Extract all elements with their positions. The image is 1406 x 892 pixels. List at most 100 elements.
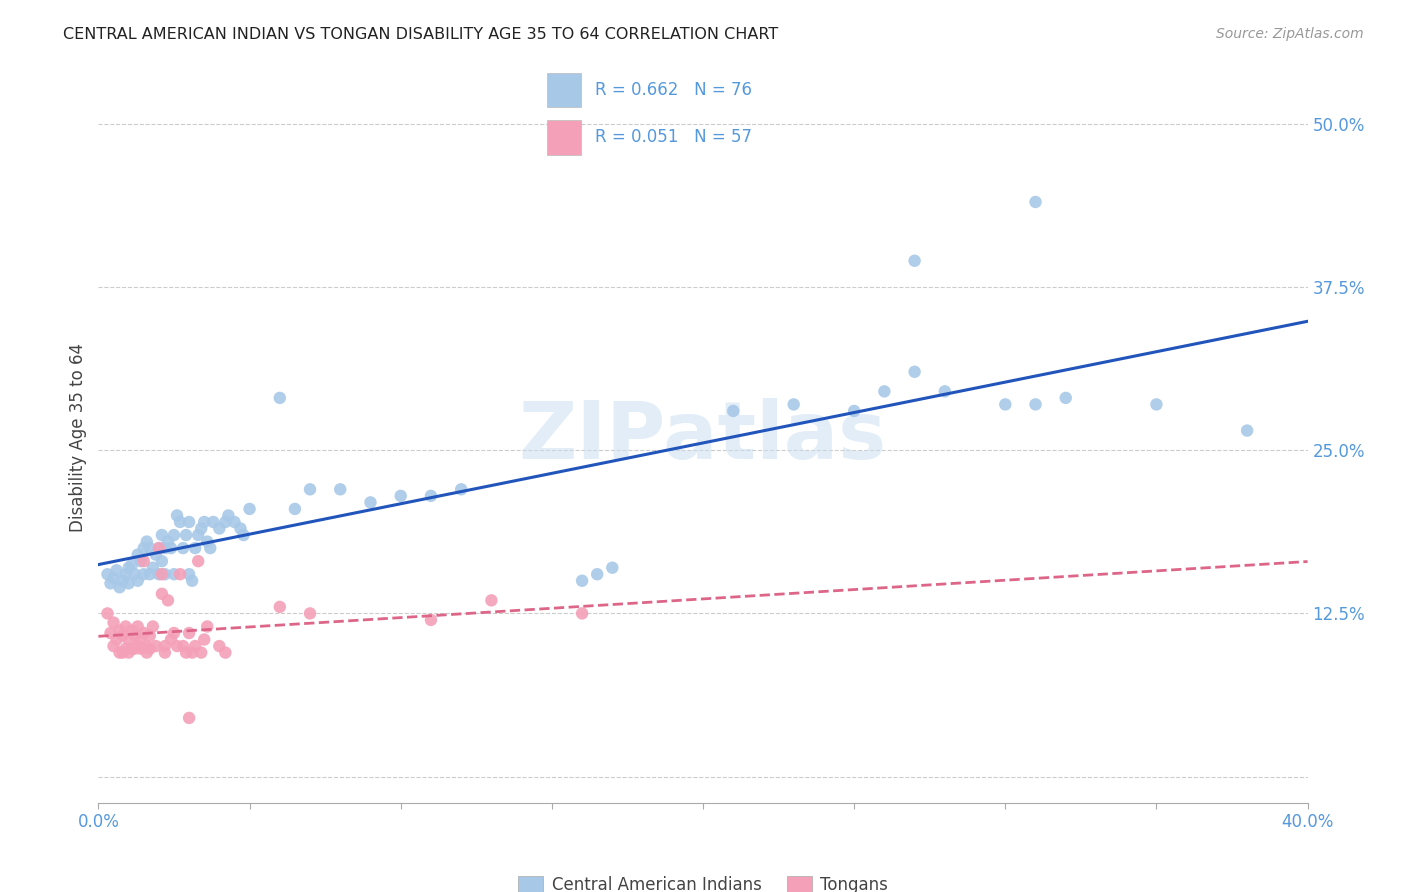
Point	[153, 646, 176, 660]
Point	[127, 574, 149, 588]
Point	[783, 397, 806, 411]
Point	[214, 515, 236, 529]
Point	[121, 558, 143, 573]
Point	[148, 541, 170, 555]
Point	[103, 639, 125, 653]
Point	[139, 541, 162, 555]
Text: CENTRAL AMERICAN INDIAN VS TONGAN DISABILITY AGE 35 TO 64 CORRELATION CHART: CENTRAL AMERICAN INDIAN VS TONGAN DISABI…	[63, 27, 779, 42]
Point	[224, 515, 246, 529]
Point	[139, 567, 162, 582]
Point	[135, 646, 157, 660]
Point	[329, 483, 352, 497]
Point	[174, 528, 197, 542]
Point	[132, 554, 155, 568]
Point	[163, 528, 186, 542]
Point	[127, 548, 149, 562]
Point	[195, 534, 218, 549]
Legend: Central American Indians, Tongans: Central American Indians, Tongans	[512, 870, 894, 892]
Point	[150, 587, 173, 601]
Point	[156, 593, 179, 607]
Point	[934, 384, 956, 399]
Point	[389, 489, 412, 503]
Point	[229, 521, 252, 535]
Point	[150, 528, 173, 542]
Point	[135, 534, 157, 549]
Point	[118, 632, 141, 647]
Point	[214, 646, 236, 660]
Point	[179, 711, 201, 725]
Point	[148, 541, 170, 555]
Point	[450, 483, 472, 497]
Point	[586, 567, 609, 582]
Point	[160, 541, 183, 555]
Point	[420, 613, 443, 627]
Point	[142, 560, 165, 574]
Point	[1024, 194, 1046, 209]
Point	[200, 541, 222, 555]
Point	[132, 541, 155, 555]
Point	[139, 641, 162, 656]
Point	[100, 576, 122, 591]
Point	[121, 641, 143, 656]
Point	[904, 253, 927, 268]
Point	[96, 567, 118, 582]
Point	[118, 646, 141, 660]
Point	[108, 646, 131, 660]
Point	[129, 632, 152, 647]
Point	[145, 639, 167, 653]
Point	[994, 397, 1017, 411]
Point	[129, 554, 152, 568]
Point	[1024, 397, 1046, 411]
Point	[232, 528, 254, 542]
Point	[602, 560, 624, 574]
Point	[190, 521, 212, 535]
Point	[571, 574, 593, 588]
Point	[153, 541, 176, 555]
Point	[571, 607, 593, 621]
Point	[156, 534, 179, 549]
Point	[299, 607, 322, 621]
Point	[1236, 424, 1258, 438]
Point	[169, 515, 191, 529]
Point	[96, 607, 118, 621]
Point	[127, 639, 149, 653]
Point	[111, 574, 134, 588]
Point	[179, 567, 201, 582]
Point	[187, 528, 209, 542]
Point	[179, 626, 201, 640]
Point	[179, 515, 201, 529]
Point	[166, 639, 188, 653]
Point	[145, 548, 167, 562]
Point	[217, 508, 239, 523]
Point	[193, 515, 215, 529]
Point	[1144, 397, 1167, 411]
Point	[181, 574, 204, 588]
Point	[420, 489, 443, 503]
Point	[844, 404, 866, 418]
Point	[124, 567, 146, 582]
Point	[127, 619, 149, 633]
Point	[160, 632, 183, 647]
Point	[111, 646, 134, 660]
Point	[105, 632, 128, 647]
Point	[142, 619, 165, 633]
Point	[105, 563, 128, 577]
Point	[114, 641, 136, 656]
Point	[148, 567, 170, 582]
Point	[103, 615, 125, 630]
Point	[184, 541, 207, 555]
Point	[166, 508, 188, 523]
Point	[114, 619, 136, 633]
Point	[135, 639, 157, 653]
Point	[153, 639, 176, 653]
Point	[121, 624, 143, 638]
Point	[172, 639, 194, 653]
Point	[163, 567, 186, 582]
Point	[163, 626, 186, 640]
Point	[169, 567, 191, 582]
Point	[904, 365, 927, 379]
Point	[118, 576, 141, 591]
Point	[208, 521, 231, 535]
Point	[150, 554, 173, 568]
Point	[187, 554, 209, 568]
